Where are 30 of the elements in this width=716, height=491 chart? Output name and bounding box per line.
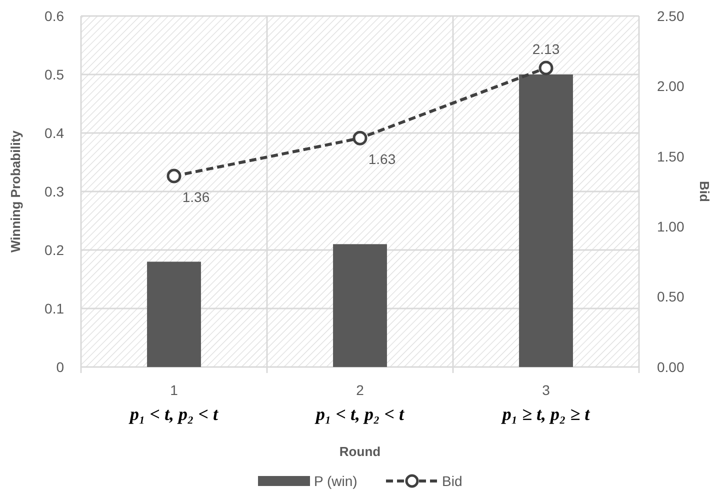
y2-tick-label: 2.00: [657, 78, 684, 94]
y-axis-title: Winning Probability: [8, 130, 23, 252]
y-tick-label: 0.6: [44, 8, 64, 24]
bar: [333, 244, 387, 367]
legend-label: Bid: [442, 472, 462, 489]
data-label: 1.36: [182, 189, 210, 206]
y-tick-label: 0.4: [44, 124, 64, 141]
point: [538, 60, 554, 76]
data-label: 2.13: [532, 40, 560, 57]
point: [166, 168, 182, 184]
legend-label: P (win): [314, 472, 358, 489]
x-tick-label: 2 p₁ < t, p₂ < t: [314, 382, 406, 424]
x-axis-title: Round: [339, 444, 381, 459]
y2-tick-label: 0.50: [657, 288, 684, 305]
y-tick-label: 0.2: [44, 242, 64, 258]
point: [352, 130, 368, 146]
x-tick-label: 1 p₁ < t, p₂ < t: [128, 382, 220, 424]
y-tick-label: 0.1: [44, 300, 64, 316]
y2-tick-label: 0.00: [657, 358, 684, 375]
y2-axis-title: Bid: [697, 181, 712, 202]
y2-tick-label: 2.50: [657, 8, 684, 24]
bar: [147, 262, 201, 367]
y-tick-label: 0.3: [44, 183, 64, 200]
bar: [519, 74, 573, 367]
y-tick-label: 0.5: [44, 66, 64, 82]
y2-tick-label: 1.00: [657, 218, 684, 234]
data-label: 1.63: [368, 151, 396, 168]
y-tick-label: 0: [56, 358, 64, 375]
x-tick-label: 3 p₁ ≥ t, p₂ ≥ t: [500, 382, 591, 424]
y2-tick-label: 1.50: [657, 148, 684, 164]
